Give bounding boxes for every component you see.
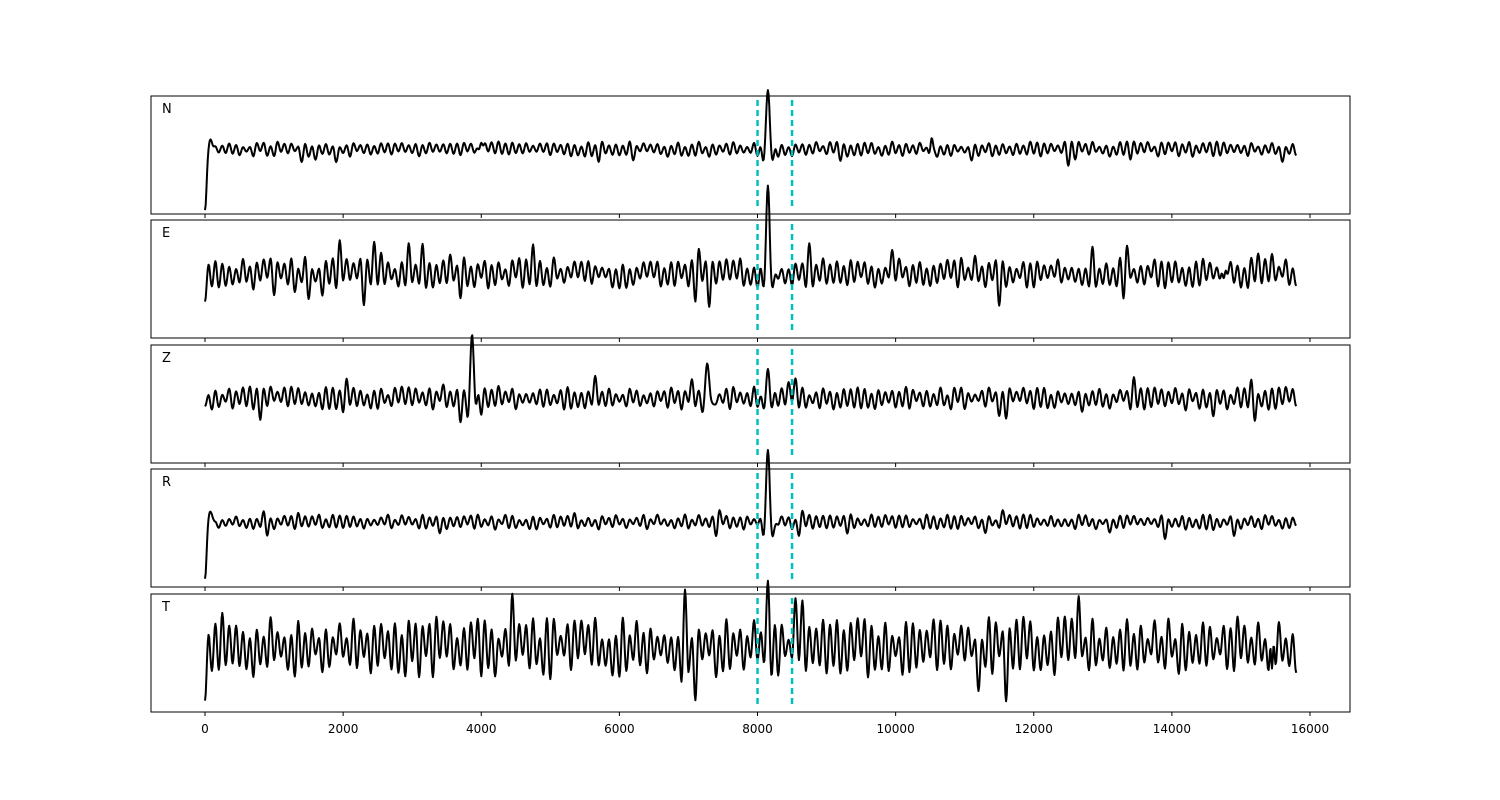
x-tick-label: 12000 (1015, 722, 1053, 736)
panel-frame (150, 593, 1351, 713)
panel-label: Z (162, 351, 171, 366)
trace-R (204, 449, 1297, 579)
x-tick-label: 4000 (466, 722, 497, 736)
panel-frame (150, 95, 1351, 215)
panel-frame (150, 219, 1351, 339)
panel-T: T (150, 579, 1351, 716)
x-tick-label: 2000 (328, 722, 359, 736)
panel-label: T (161, 600, 170, 615)
panel-R: R (150, 449, 1351, 591)
x-tick-label: 0 (201, 722, 209, 736)
panel-Z: Z (150, 334, 1351, 467)
panel-frame (150, 344, 1351, 464)
x-tick-label: 10000 (877, 722, 915, 736)
panel-label: N (162, 102, 172, 117)
trace-Z (204, 334, 1298, 424)
panel-N: N (150, 89, 1351, 218)
trace-E (204, 184, 1298, 308)
panel-E: E (150, 184, 1351, 342)
trace-N (204, 89, 1298, 211)
panel-label: E (162, 226, 170, 241)
x-tick-label: 6000 (604, 722, 635, 736)
panel-frame (150, 468, 1351, 588)
x-tick-label: 14000 (1153, 722, 1191, 736)
x-tick-label: 8000 (742, 722, 773, 736)
trace-T (204, 579, 1298, 703)
panel-label: R (162, 475, 171, 490)
x-tick-label: 16000 (1291, 722, 1329, 736)
